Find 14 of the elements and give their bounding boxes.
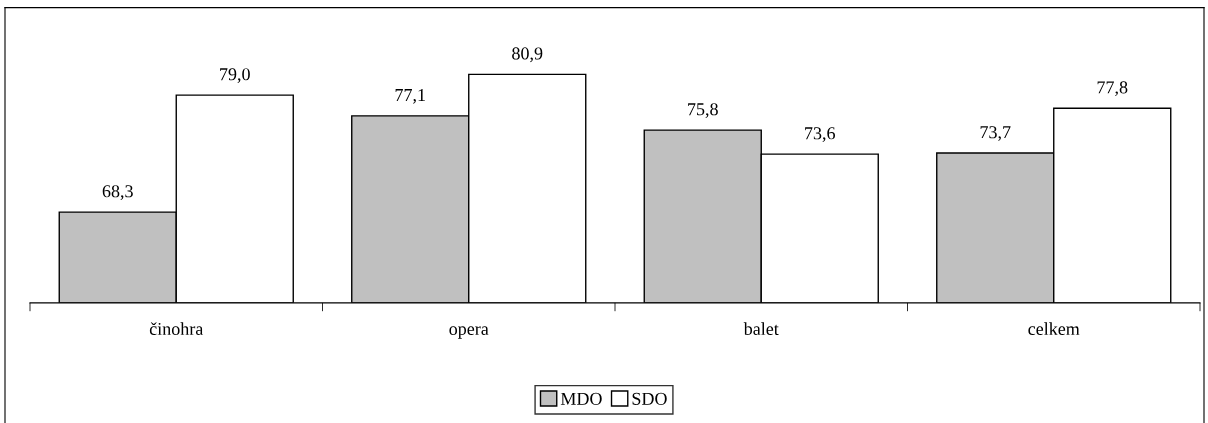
- data-label: 75,8: [688, 103, 718, 118]
- data-label: 73,7: [980, 126, 1011, 141]
- data-label: 80,9: [512, 47, 543, 63]
- x-tick-label: balet: [743, 322, 779, 336]
- x-tick-label: opera: [449, 326, 489, 339]
- data-label: 77,1: [395, 89, 425, 104]
- legend-label: SDO: [632, 392, 667, 405]
- data-label: 68,3: [102, 185, 133, 200]
- data-label: 73,6: [805, 127, 836, 142]
- data-label: 79,0: [220, 68, 250, 83]
- x-tick-label: činohra: [149, 322, 204, 336]
- data-label: 77,8: [1097, 81, 1128, 97]
- x-tick-label: celkem: [1028, 322, 1080, 336]
- legend-label: MDO: [560, 392, 602, 405]
